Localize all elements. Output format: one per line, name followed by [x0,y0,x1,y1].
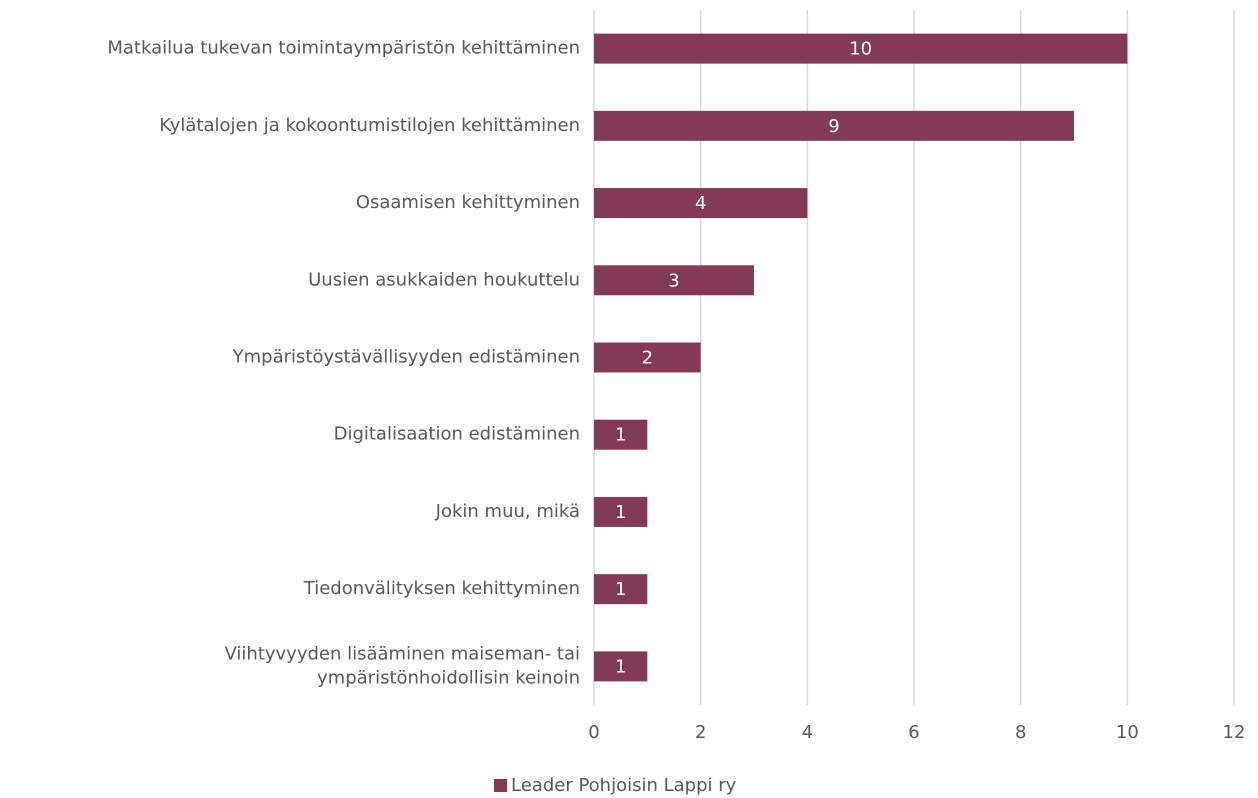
data-label: 10 [849,39,872,60]
x-tick-label: 10 [1116,722,1139,743]
x-tick-label: 8 [1015,722,1026,743]
y-tick-label: Kylätalojen ja kokoontumistilojen kehitt… [159,115,580,136]
bar [594,574,648,605]
data-label: 1 [615,502,626,523]
data-label: 9 [828,116,839,137]
legend-label: Leader Pohjoisin Lappi ry [511,775,737,796]
y-tick-label: Viihtyvyyden lisääminen maiseman- tai ymp… [224,643,580,688]
bar [594,188,808,219]
y-tick-label: Matkailua tukevan toimintaympäristön keh… [107,38,580,59]
bar [594,419,648,450]
bar [594,342,701,373]
legend-swatch [494,779,507,792]
bar [594,496,648,527]
bar [594,33,1128,64]
data-label: 1 [615,425,626,446]
data-label: 1 [615,579,626,600]
bar [594,651,648,682]
bar [594,265,754,296]
y-tick-label: Osaamisen kehittyminen [356,192,580,213]
x-tick-label: 4 [802,722,813,743]
y-tick-label: Uusien asukkaiden houkuttelu [308,269,580,290]
y-tick-label: Digitalisaation edistäminen [334,424,580,445]
x-tick-label: 2 [695,722,706,743]
x-tick-label: 6 [908,722,919,743]
y-tick-label: Ympäristöystävällisyyden edistäminen [232,347,580,368]
y-tick-label: Tiedonvälityksen kehittyminen [303,578,580,599]
data-label: 1 [615,656,626,677]
data-label: 4 [695,193,706,214]
data-label: 3 [668,270,679,291]
x-tick-label: 0 [588,722,599,743]
bar [594,110,1074,141]
y-tick-label: Jokin muu, mikä [435,501,580,522]
data-label: 2 [642,348,653,369]
x-tick-label: 12 [1223,722,1246,743]
